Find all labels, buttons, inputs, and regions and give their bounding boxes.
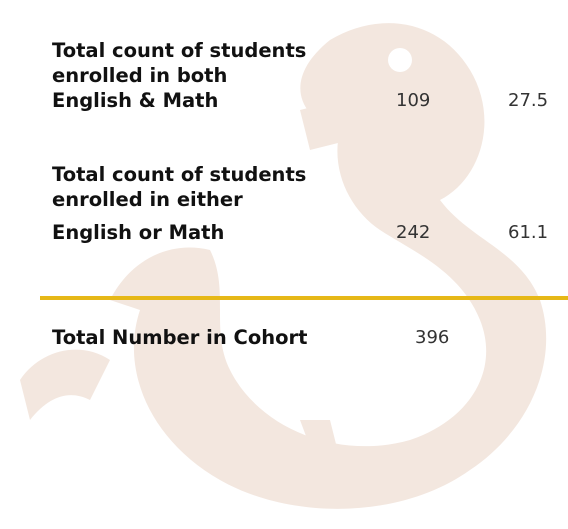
row-label: enrolled in either: [52, 188, 243, 211]
row-label: English or Math: [52, 221, 225, 244]
count: 242: [396, 222, 431, 243]
total-label: Total Number in Cohort: [52, 326, 308, 349]
count: 109: [396, 90, 431, 111]
percent: 27.5: [508, 90, 549, 111]
row-label: Total count of students: [52, 163, 307, 186]
row-label: English & Math: [52, 89, 219, 112]
row-label: Total count of students: [52, 39, 307, 62]
total-count: 396: [415, 327, 450, 348]
divider: [40, 296, 568, 300]
row-label: enrolled in both: [52, 64, 228, 87]
percent: 61.1: [508, 222, 549, 243]
